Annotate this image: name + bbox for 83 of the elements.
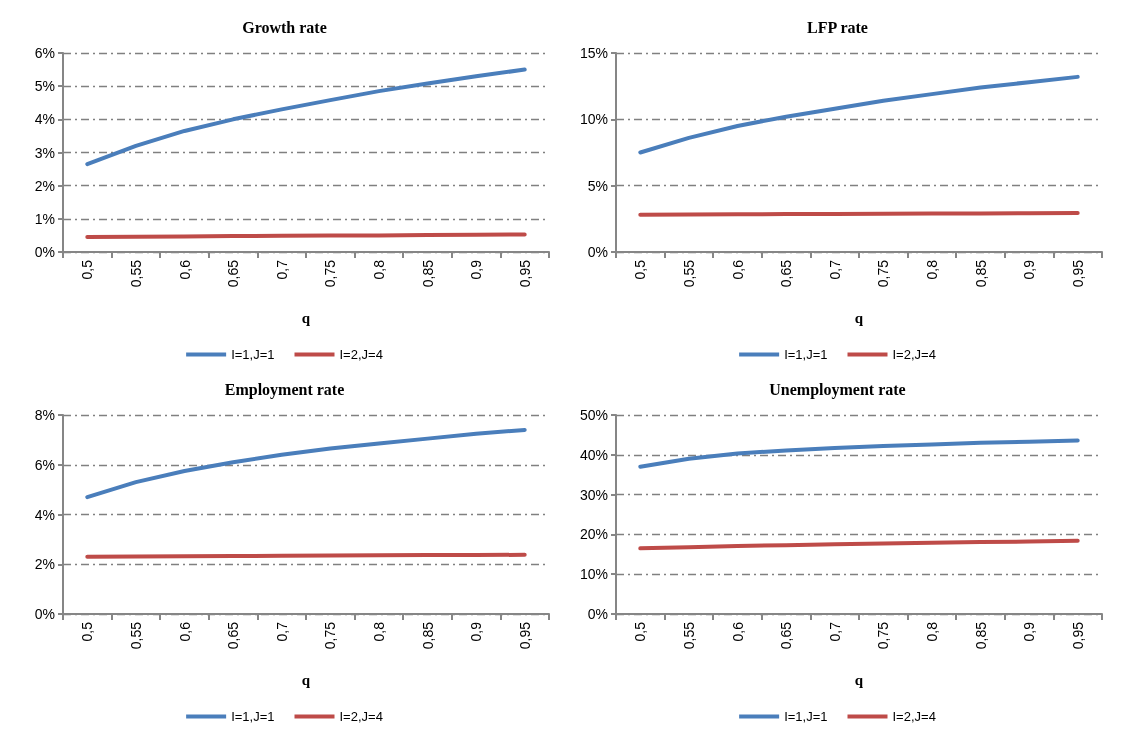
x-tick-label: 0,9 bbox=[1021, 259, 1038, 280]
x-tick-label: 0,6 bbox=[176, 259, 193, 280]
x-tick-label: 0,75 bbox=[322, 259, 339, 288]
x-tick-label: 0,55 bbox=[680, 259, 697, 288]
x-tick-label: 0,85 bbox=[972, 621, 989, 650]
y-tick-label: 0% bbox=[587, 606, 608, 622]
x-axis-title: q bbox=[301, 671, 311, 688]
x-tick-label: 0,65 bbox=[778, 259, 795, 288]
chart-title: Employment rate bbox=[224, 380, 345, 399]
legend-label: I=2,J=4 bbox=[339, 709, 383, 724]
y-tick-label: 40% bbox=[579, 446, 608, 463]
y-tick-label: 15% bbox=[579, 45, 608, 61]
x-tick-label: 0,65 bbox=[225, 259, 242, 288]
line-series bbox=[638, 538, 1080, 551]
x-tick-label: 0,7 bbox=[826, 621, 843, 642]
x-tick-label: 0,75 bbox=[875, 259, 892, 288]
line-series bbox=[638, 438, 1080, 469]
x-tick-label: 0,5 bbox=[79, 259, 96, 280]
y-tick-label: 10% bbox=[579, 566, 608, 583]
chart-title: Unemployment rate bbox=[769, 380, 906, 399]
y-tick-label: 0% bbox=[34, 606, 55, 622]
x-tick-label: 0,75 bbox=[322, 621, 339, 650]
x-tick-label: 0,9 bbox=[468, 621, 485, 642]
x-tick-label: 0,95 bbox=[1069, 621, 1086, 650]
x-tick-label: 0,9 bbox=[468, 259, 485, 280]
x-axis-title: q bbox=[301, 309, 311, 326]
x-tick-label: 0,65 bbox=[778, 621, 795, 650]
x-tick-label: 0,9 bbox=[1021, 621, 1038, 642]
y-tick-label: 4% bbox=[34, 111, 55, 128]
chart-title: Growth rate bbox=[242, 18, 327, 36]
y-tick-label: 5% bbox=[34, 78, 55, 95]
x-tick-label: 0,95 bbox=[516, 621, 533, 650]
x-tick-label: 0,55 bbox=[680, 621, 697, 650]
chart-title: LFP rate bbox=[807, 18, 868, 36]
x-tick-label: 0,6 bbox=[729, 259, 746, 280]
y-tick-label: 4% bbox=[34, 506, 55, 523]
x-tick-label: 0,85 bbox=[419, 621, 436, 650]
y-tick-label: 5% bbox=[587, 177, 608, 194]
x-tick-label: 0,8 bbox=[370, 259, 387, 280]
x-axis-title: q bbox=[854, 671, 864, 688]
x-tick-label: 0,7 bbox=[273, 259, 290, 280]
x-tick-label: 0,95 bbox=[1069, 259, 1086, 288]
x-tick-label: 0,5 bbox=[632, 259, 649, 280]
legend-label: I=1,J=1 bbox=[231, 709, 275, 724]
y-tick-label: 2% bbox=[34, 177, 55, 194]
line-series bbox=[85, 427, 527, 500]
y-tick-label: 0% bbox=[34, 244, 55, 260]
legend-label: I=2,J=4 bbox=[892, 709, 936, 724]
x-tick-label: 0,55 bbox=[127, 621, 144, 650]
legend-label: I=2,J=4 bbox=[339, 347, 383, 362]
x-tick-label: 0,95 bbox=[516, 259, 533, 288]
y-tick-label: 6% bbox=[34, 456, 55, 473]
y-tick-label: 20% bbox=[579, 526, 608, 543]
x-tick-label: 0,8 bbox=[370, 621, 387, 642]
x-tick-label: 0,85 bbox=[972, 259, 989, 288]
line-series bbox=[85, 67, 527, 167]
x-tick-label: 0,55 bbox=[127, 259, 144, 288]
legend-label: I=1,J=1 bbox=[784, 347, 828, 362]
x-axis-title: q bbox=[854, 309, 864, 326]
y-tick-label: 3% bbox=[34, 144, 55, 161]
y-tick-label: 1% bbox=[34, 210, 55, 227]
x-tick-label: 0,65 bbox=[225, 621, 242, 650]
x-tick-label: 0,7 bbox=[273, 621, 290, 642]
line-series bbox=[638, 74, 1080, 155]
legend-label: I=1,J=1 bbox=[231, 347, 275, 362]
x-tick-label: 0,7 bbox=[826, 259, 843, 280]
x-tick-label: 0,5 bbox=[79, 621, 96, 642]
x-tick-label: 0,8 bbox=[923, 621, 940, 642]
y-tick-label: 6% bbox=[34, 45, 55, 61]
x-tick-label: 0,5 bbox=[632, 621, 649, 642]
legend-label: I=1,J=1 bbox=[784, 709, 828, 724]
x-tick-label: 0,75 bbox=[875, 621, 892, 650]
y-tick-label: 10% bbox=[579, 111, 608, 128]
y-tick-label: 0% bbox=[587, 244, 608, 260]
y-tick-label: 8% bbox=[34, 407, 55, 423]
y-tick-label: 30% bbox=[579, 486, 608, 503]
x-tick-label: 0,6 bbox=[729, 621, 746, 642]
x-tick-label: 0,85 bbox=[419, 259, 436, 288]
x-tick-label: 0,8 bbox=[923, 259, 940, 280]
legend-label: I=2,J=4 bbox=[892, 347, 936, 362]
y-tick-label: 50% bbox=[579, 407, 608, 423]
y-tick-label: 2% bbox=[34, 556, 55, 573]
x-tick-label: 0,6 bbox=[176, 621, 193, 642]
